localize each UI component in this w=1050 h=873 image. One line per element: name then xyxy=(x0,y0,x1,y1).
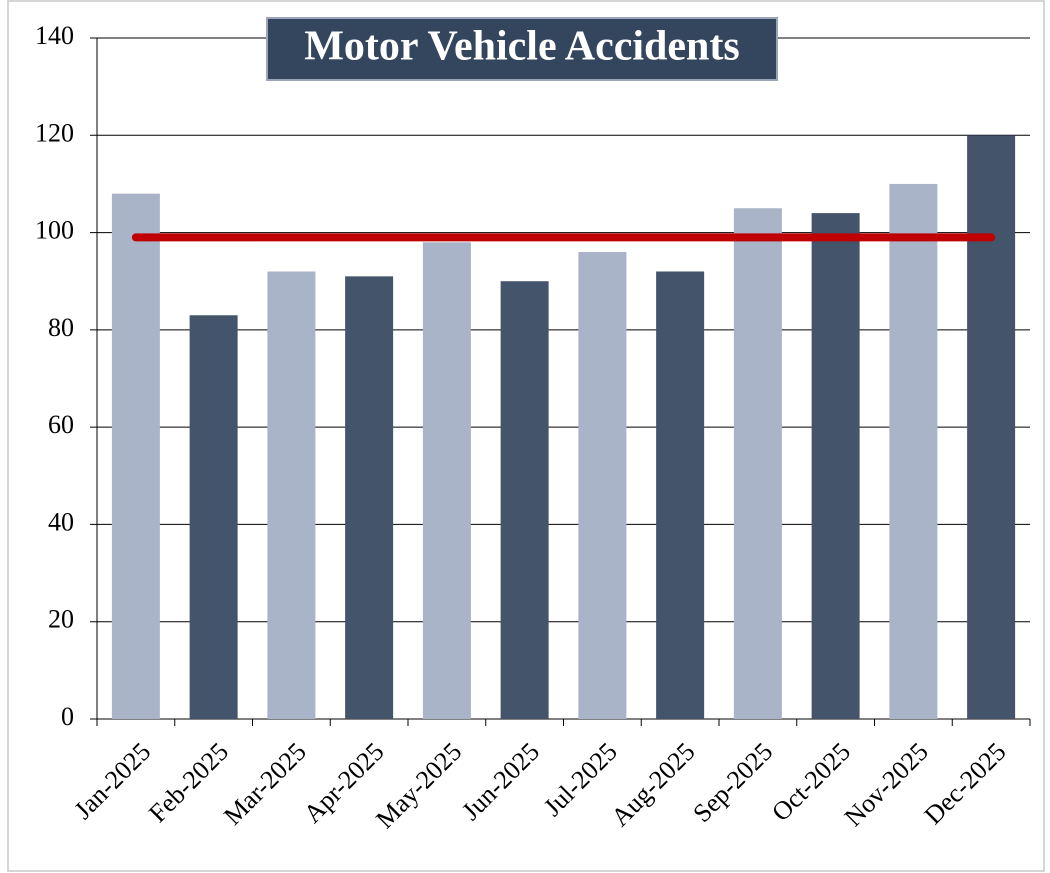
bar xyxy=(111,193,160,719)
bar xyxy=(967,135,1016,720)
bar xyxy=(189,315,238,719)
x-tick-label: Jun-2025 xyxy=(456,737,545,826)
bar xyxy=(656,271,705,719)
bar xyxy=(267,271,316,719)
title-box xyxy=(266,17,778,81)
y-tick-label: 20 xyxy=(48,605,74,634)
x-tick-label: Feb-2025 xyxy=(143,737,234,828)
y-tick-label: 100 xyxy=(35,216,74,245)
x-tick-label: Mar-2025 xyxy=(218,737,312,831)
y-tick-label: 120 xyxy=(35,118,74,147)
bar xyxy=(422,242,471,720)
bar xyxy=(811,213,860,719)
y-tick-label: 0 xyxy=(61,702,74,731)
y-tick-label: 140 xyxy=(35,21,74,50)
bar xyxy=(578,252,627,719)
bar xyxy=(889,183,938,719)
y-tick-label: 80 xyxy=(48,313,74,342)
x-tick-label: Jan-2025 xyxy=(68,737,156,825)
x-tick-label: Sep-2025 xyxy=(687,737,778,828)
x-tick-label: May-2025 xyxy=(370,737,467,834)
plot-area: 0 20 40 60 80 100 120 140 Jan-2025Feb-2025Mar-20… xyxy=(35,21,1031,834)
bar xyxy=(500,281,549,719)
bar xyxy=(733,208,782,719)
x-tick-label: Nov-2025 xyxy=(839,737,934,832)
bar xyxy=(345,276,394,719)
x-tick-label: Aug-2025 xyxy=(606,737,701,832)
chart-title: Motor Vehicle Accidents xyxy=(304,24,740,70)
y-tick-label: 60 xyxy=(48,410,74,439)
y-tick-label: 40 xyxy=(48,507,74,536)
x-tick-label: Dec-2025 xyxy=(919,737,1012,830)
chart-frame xyxy=(7,0,1045,872)
